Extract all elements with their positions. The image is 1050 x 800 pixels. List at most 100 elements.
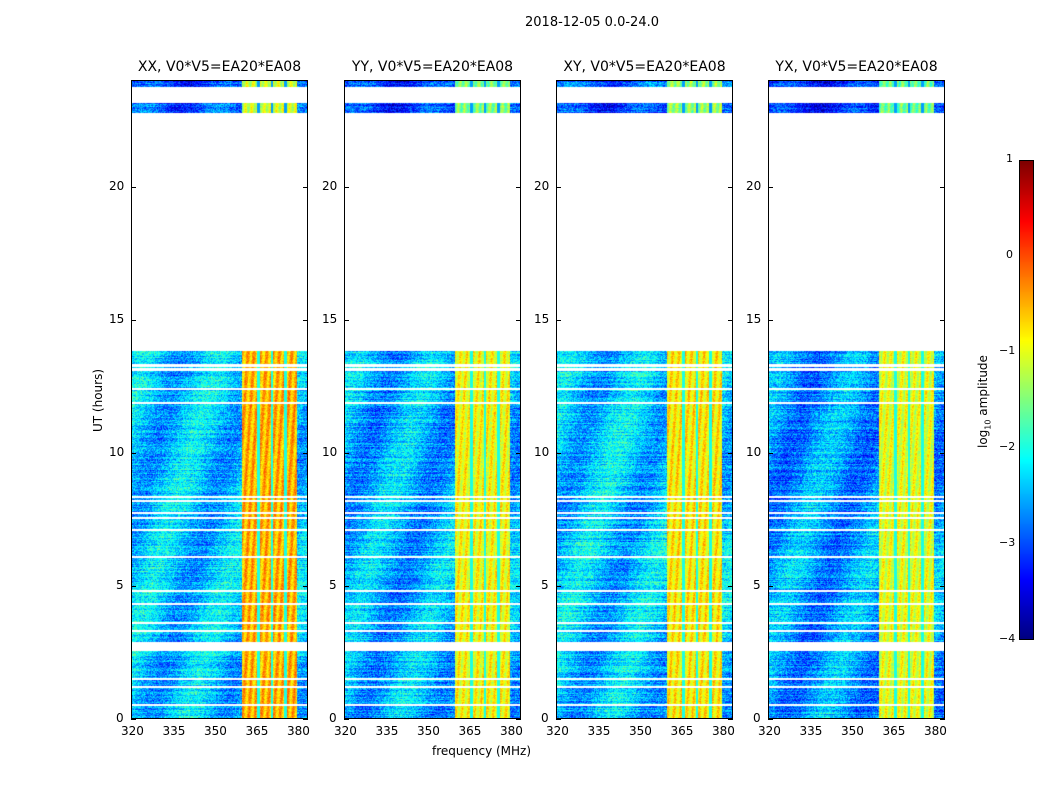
x-axis-label: frequency (MHz) xyxy=(432,744,532,758)
y-tick-mark xyxy=(131,452,136,454)
y-tick-label: 0 xyxy=(116,711,124,725)
panel-title: YX, V0*V5=EA20*EA08 xyxy=(775,59,938,75)
y-tick-mark xyxy=(303,585,308,587)
x-tick-label: 350 xyxy=(840,724,864,738)
y-tick-mark xyxy=(344,452,349,454)
y-tick-label: 15 xyxy=(746,311,762,326)
colorbar-label: log10 amplitude xyxy=(976,355,993,448)
colorbar-gradient xyxy=(1020,161,1033,639)
heatmap-image xyxy=(345,81,520,718)
y-tick-mark xyxy=(516,186,521,188)
y-tick-mark xyxy=(728,319,733,321)
heatmap-image xyxy=(132,81,307,718)
y-tick-mark xyxy=(940,585,945,587)
colorbar xyxy=(1019,160,1034,640)
y-tick-label: 5 xyxy=(116,577,124,592)
y-tick-mark xyxy=(768,452,773,454)
y-tick-label: 5 xyxy=(541,577,549,592)
y-tick-mark xyxy=(556,452,561,454)
heatmap-panel-2 xyxy=(556,80,733,719)
x-tick-label: 380 xyxy=(923,724,947,738)
y-tick-mark xyxy=(516,319,521,321)
x-tick-label: 365 xyxy=(245,724,269,738)
y-tick-mark xyxy=(728,452,733,454)
y-tick-label: 15 xyxy=(534,311,550,326)
y-tick-mark xyxy=(940,719,945,720)
x-tick-label: 335 xyxy=(162,724,186,738)
y-tick-mark xyxy=(516,452,521,454)
x-tick-label: 365 xyxy=(458,724,482,738)
y-tick-mark xyxy=(131,719,136,720)
y-tick-mark xyxy=(303,452,308,454)
heatmap-image xyxy=(769,81,944,718)
heatmap-panel-1 xyxy=(344,80,521,719)
y-tick-mark xyxy=(131,319,136,321)
colorbar-tick-label: −1 xyxy=(999,344,1016,357)
y-tick-mark xyxy=(768,719,773,720)
y-tick-mark xyxy=(768,186,773,188)
y-tick-label: 20 xyxy=(534,178,550,193)
colorbar-tick-label: 1 xyxy=(1006,152,1013,165)
y-tick-mark xyxy=(556,719,561,720)
x-tick-label: 335 xyxy=(375,724,399,738)
y-tick-mark xyxy=(556,585,561,587)
y-tick-label: 10 xyxy=(109,444,125,459)
colorbar-tick-label: 0 xyxy=(1006,248,1013,261)
x-tick-label: 335 xyxy=(587,724,611,738)
x-tick-label: 380 xyxy=(711,724,735,738)
y-tick-label: 15 xyxy=(109,311,125,326)
x-tick-label: 320 xyxy=(546,724,569,738)
x-tick-label: 335 xyxy=(799,724,823,738)
y-tick-mark xyxy=(303,186,308,188)
x-tick-label: 350 xyxy=(203,724,227,738)
y-tick-label: 5 xyxy=(329,577,337,592)
y-tick-label: 5 xyxy=(753,577,761,592)
y-tick-mark xyxy=(940,452,945,454)
y-tick-mark xyxy=(516,585,521,587)
x-tick-label: 320 xyxy=(758,724,781,738)
y-axis-label: UT (hours) xyxy=(91,368,105,432)
y-tick-mark xyxy=(940,186,945,188)
colorbar-tick-label: −2 xyxy=(999,440,1016,453)
y-tick-label: 0 xyxy=(541,711,549,725)
y-tick-mark xyxy=(303,719,308,720)
x-tick-label: 320 xyxy=(334,724,357,738)
x-tick-label: 365 xyxy=(882,724,906,738)
figure-suptitle: 2018-12-05 0.0-24.0 xyxy=(525,15,659,30)
y-tick-mark xyxy=(768,319,773,321)
heatmap-panel-0 xyxy=(131,80,308,719)
y-tick-label: 20 xyxy=(322,178,338,193)
y-tick-mark xyxy=(728,186,733,188)
y-tick-label: 20 xyxy=(109,178,125,193)
x-tick-label: 350 xyxy=(628,724,652,738)
y-tick-mark xyxy=(344,719,349,720)
y-tick-mark xyxy=(556,319,561,321)
y-tick-mark xyxy=(556,186,561,188)
panel-title: XX, V0*V5=EA20*EA08 xyxy=(137,59,302,75)
y-tick-mark xyxy=(344,585,349,587)
y-tick-label: 0 xyxy=(753,711,761,725)
y-tick-label: 10 xyxy=(534,444,550,459)
panel-title: YY, V0*V5=EA20*EA08 xyxy=(351,59,514,75)
y-tick-mark xyxy=(728,719,733,720)
y-tick-label: 15 xyxy=(322,311,338,326)
panel-title: XY, V0*V5=EA20*EA08 xyxy=(563,59,726,75)
heatmap-panel-3 xyxy=(768,80,945,719)
y-tick-mark xyxy=(768,585,773,587)
x-tick-label: 350 xyxy=(416,724,440,738)
y-tick-label: 0 xyxy=(329,711,337,725)
y-tick-mark xyxy=(344,319,349,321)
y-tick-label: 20 xyxy=(746,178,762,193)
x-tick-label: 380 xyxy=(499,724,523,738)
y-tick-mark xyxy=(303,319,308,321)
colorbar-tick-label: −4 xyxy=(999,632,1016,645)
y-tick-mark xyxy=(728,585,733,587)
y-tick-mark xyxy=(516,719,521,720)
x-tick-label: 320 xyxy=(121,724,144,738)
x-tick-label: 380 xyxy=(286,724,310,738)
y-tick-label: 10 xyxy=(746,444,762,459)
x-tick-label: 365 xyxy=(670,724,694,738)
y-tick-mark xyxy=(344,186,349,188)
colorbar-tick-label: −3 xyxy=(999,536,1016,549)
